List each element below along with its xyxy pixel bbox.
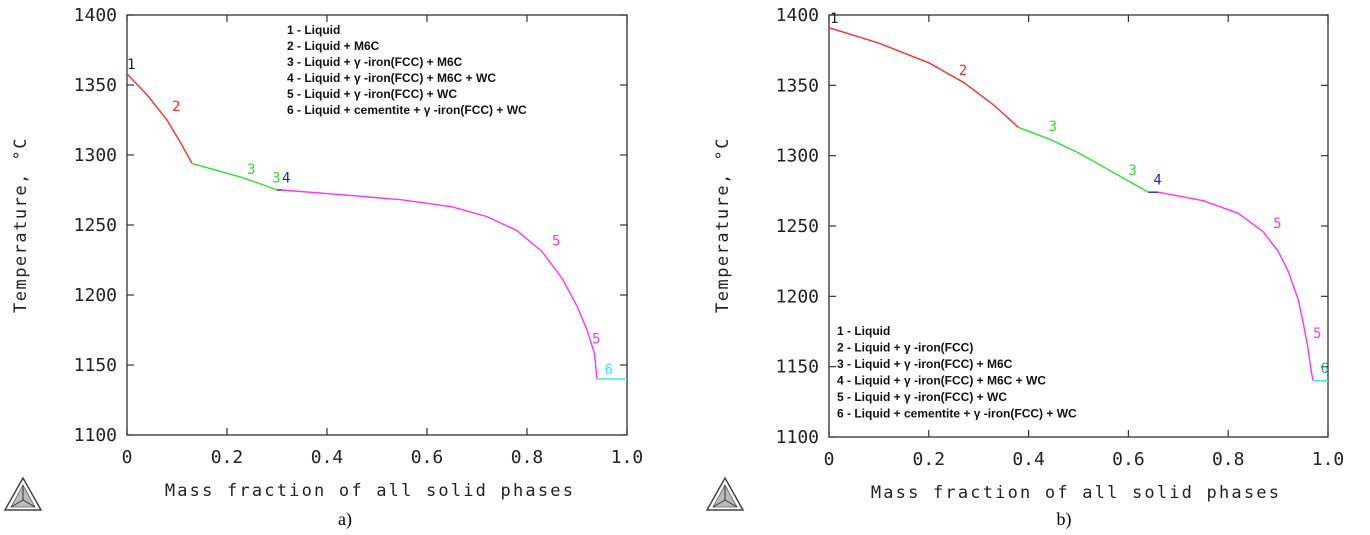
y-tick-label: 1400 (776, 5, 819, 26)
triangle-logo-icon (3, 476, 43, 511)
legend-entry: 3 - Liquid + γ -iron(FCC) + M6C (837, 357, 1013, 371)
y-tick-label: 1250 (74, 215, 117, 236)
y-tick-label: 1150 (776, 357, 819, 378)
y-axis-title: Temperature, °C (11, 137, 31, 313)
y-tick-label: 1200 (776, 286, 819, 307)
y-tick-label: 1150 (74, 355, 117, 376)
segment-label: 4 (282, 170, 290, 186)
segment-label: 2 (172, 99, 180, 115)
segment-label: 2 (959, 63, 967, 79)
y-tick-label: 1100 (74, 425, 117, 446)
segment-label: 6 (1321, 361, 1329, 377)
series-line-5 (281, 189, 598, 380)
series-line-2 (828, 27, 1020, 129)
y-tick-label: 1400 (74, 5, 117, 26)
segment-label: 1 (830, 11, 838, 27)
chart-panel-a: 0 0.2 0.4 0.6 0.8 1.0 1100 1150 1200 1250 1300 1350… (3, 5, 644, 530)
segment-label: 6 (605, 362, 613, 378)
x-tick-label: 0 (122, 447, 133, 468)
legend: 1 - Liquid 2 - Liquid + M6C 3 - Liquid + γ… (287, 23, 527, 117)
segment-label: 3 (247, 162, 255, 178)
x-tick-label: 0.8 (511, 447, 544, 468)
segment-label: 3 (272, 170, 280, 186)
legend-entry: 1 - Liquid (837, 324, 890, 338)
x-axis-title: Mass fraction of all solid phases (871, 483, 1281, 503)
x-tick-label: 0.6 (411, 447, 444, 468)
legend: 1 - Liquid 2 - Liquid + γ -iron(FCC) 3 - L… (837, 324, 1077, 421)
series-line-3 (1018, 126, 1149, 193)
x-tick-label: 0.4 (1012, 449, 1045, 470)
segment-label: 4 (1153, 173, 1161, 189)
panel-label: b) (1057, 509, 1072, 530)
x-tick-label: 0.2 (913, 449, 946, 470)
y-tick-label: 1250 (776, 216, 819, 237)
x-tick-label: 0.6 (1112, 449, 1145, 470)
x-tick-label: 0.8 (1212, 449, 1245, 470)
legend-entry: 2 - Liquid + M6C (287, 39, 380, 53)
legend-entry: 2 - Liquid + γ -iron(FCC) (837, 341, 973, 355)
y-tick-label: 1100 (776, 427, 819, 448)
triangle-logo-icon (705, 476, 745, 511)
series-line-2 (126, 73, 193, 164)
series-line-5 (1158, 191, 1314, 381)
segment-label: 1 (127, 57, 135, 73)
logo-line (10, 499, 24, 508)
logo-line (22, 499, 36, 508)
legend-entry: 4 - Liquid + γ -iron(FCC) + M6C + WC (837, 374, 1046, 388)
x-tick-label: 0 (824, 449, 835, 470)
logo-line (712, 499, 726, 508)
x-tick-label: 0.2 (211, 447, 244, 468)
y-tick-label: 1350 (776, 75, 819, 96)
x-tick-label: 1.0 (1312, 449, 1345, 470)
x-axis-title: Mass fraction of all solid phases (165, 481, 575, 501)
segment-label: 3 (1128, 163, 1136, 179)
y-axis-title: Temperature, °C (713, 137, 733, 313)
y-tick-label: 1200 (74, 285, 117, 306)
y-tick-label: 1300 (776, 146, 819, 167)
legend-entry: 5 - Liquid + γ -iron(FCC) + WC (837, 390, 1007, 404)
chart-panel-b: 0 0.2 0.4 0.6 0.8 1.0 1100 1150 1200 1250 1300 1350… (705, 5, 1345, 530)
segment-label: 5 (592, 331, 600, 347)
segment-label: 5 (1273, 216, 1281, 232)
logo-line (724, 499, 738, 508)
y-tick-label: 1300 (74, 145, 117, 166)
legend-entry: 4 - Liquid + γ -iron(FCC) + M6C + WC (287, 71, 496, 85)
series-line-3 (191, 162, 278, 191)
legend-entry: 6 - Liquid + cementite + γ -iron(FCC) + … (287, 103, 527, 117)
y-tick-label: 1350 (74, 75, 117, 96)
segment-label: 3 (1049, 119, 1057, 135)
legend-entry: 6 - Liquid + cementite + γ -iron(FCC) + … (837, 407, 1077, 421)
legend-entry: 5 - Liquid + γ -iron(FCC) + WC (287, 87, 457, 101)
segment-label: 5 (1313, 326, 1321, 342)
x-tick-label: 1.0 (611, 447, 644, 468)
legend-entry: 3 - Liquid + γ -iron(FCC) + M6C (287, 55, 463, 69)
panel-label: a) (338, 509, 352, 530)
x-tick-label: 0.4 (311, 447, 344, 468)
legend-entry: 1 - Liquid (287, 23, 340, 37)
segment-label: 5 (552, 233, 560, 249)
